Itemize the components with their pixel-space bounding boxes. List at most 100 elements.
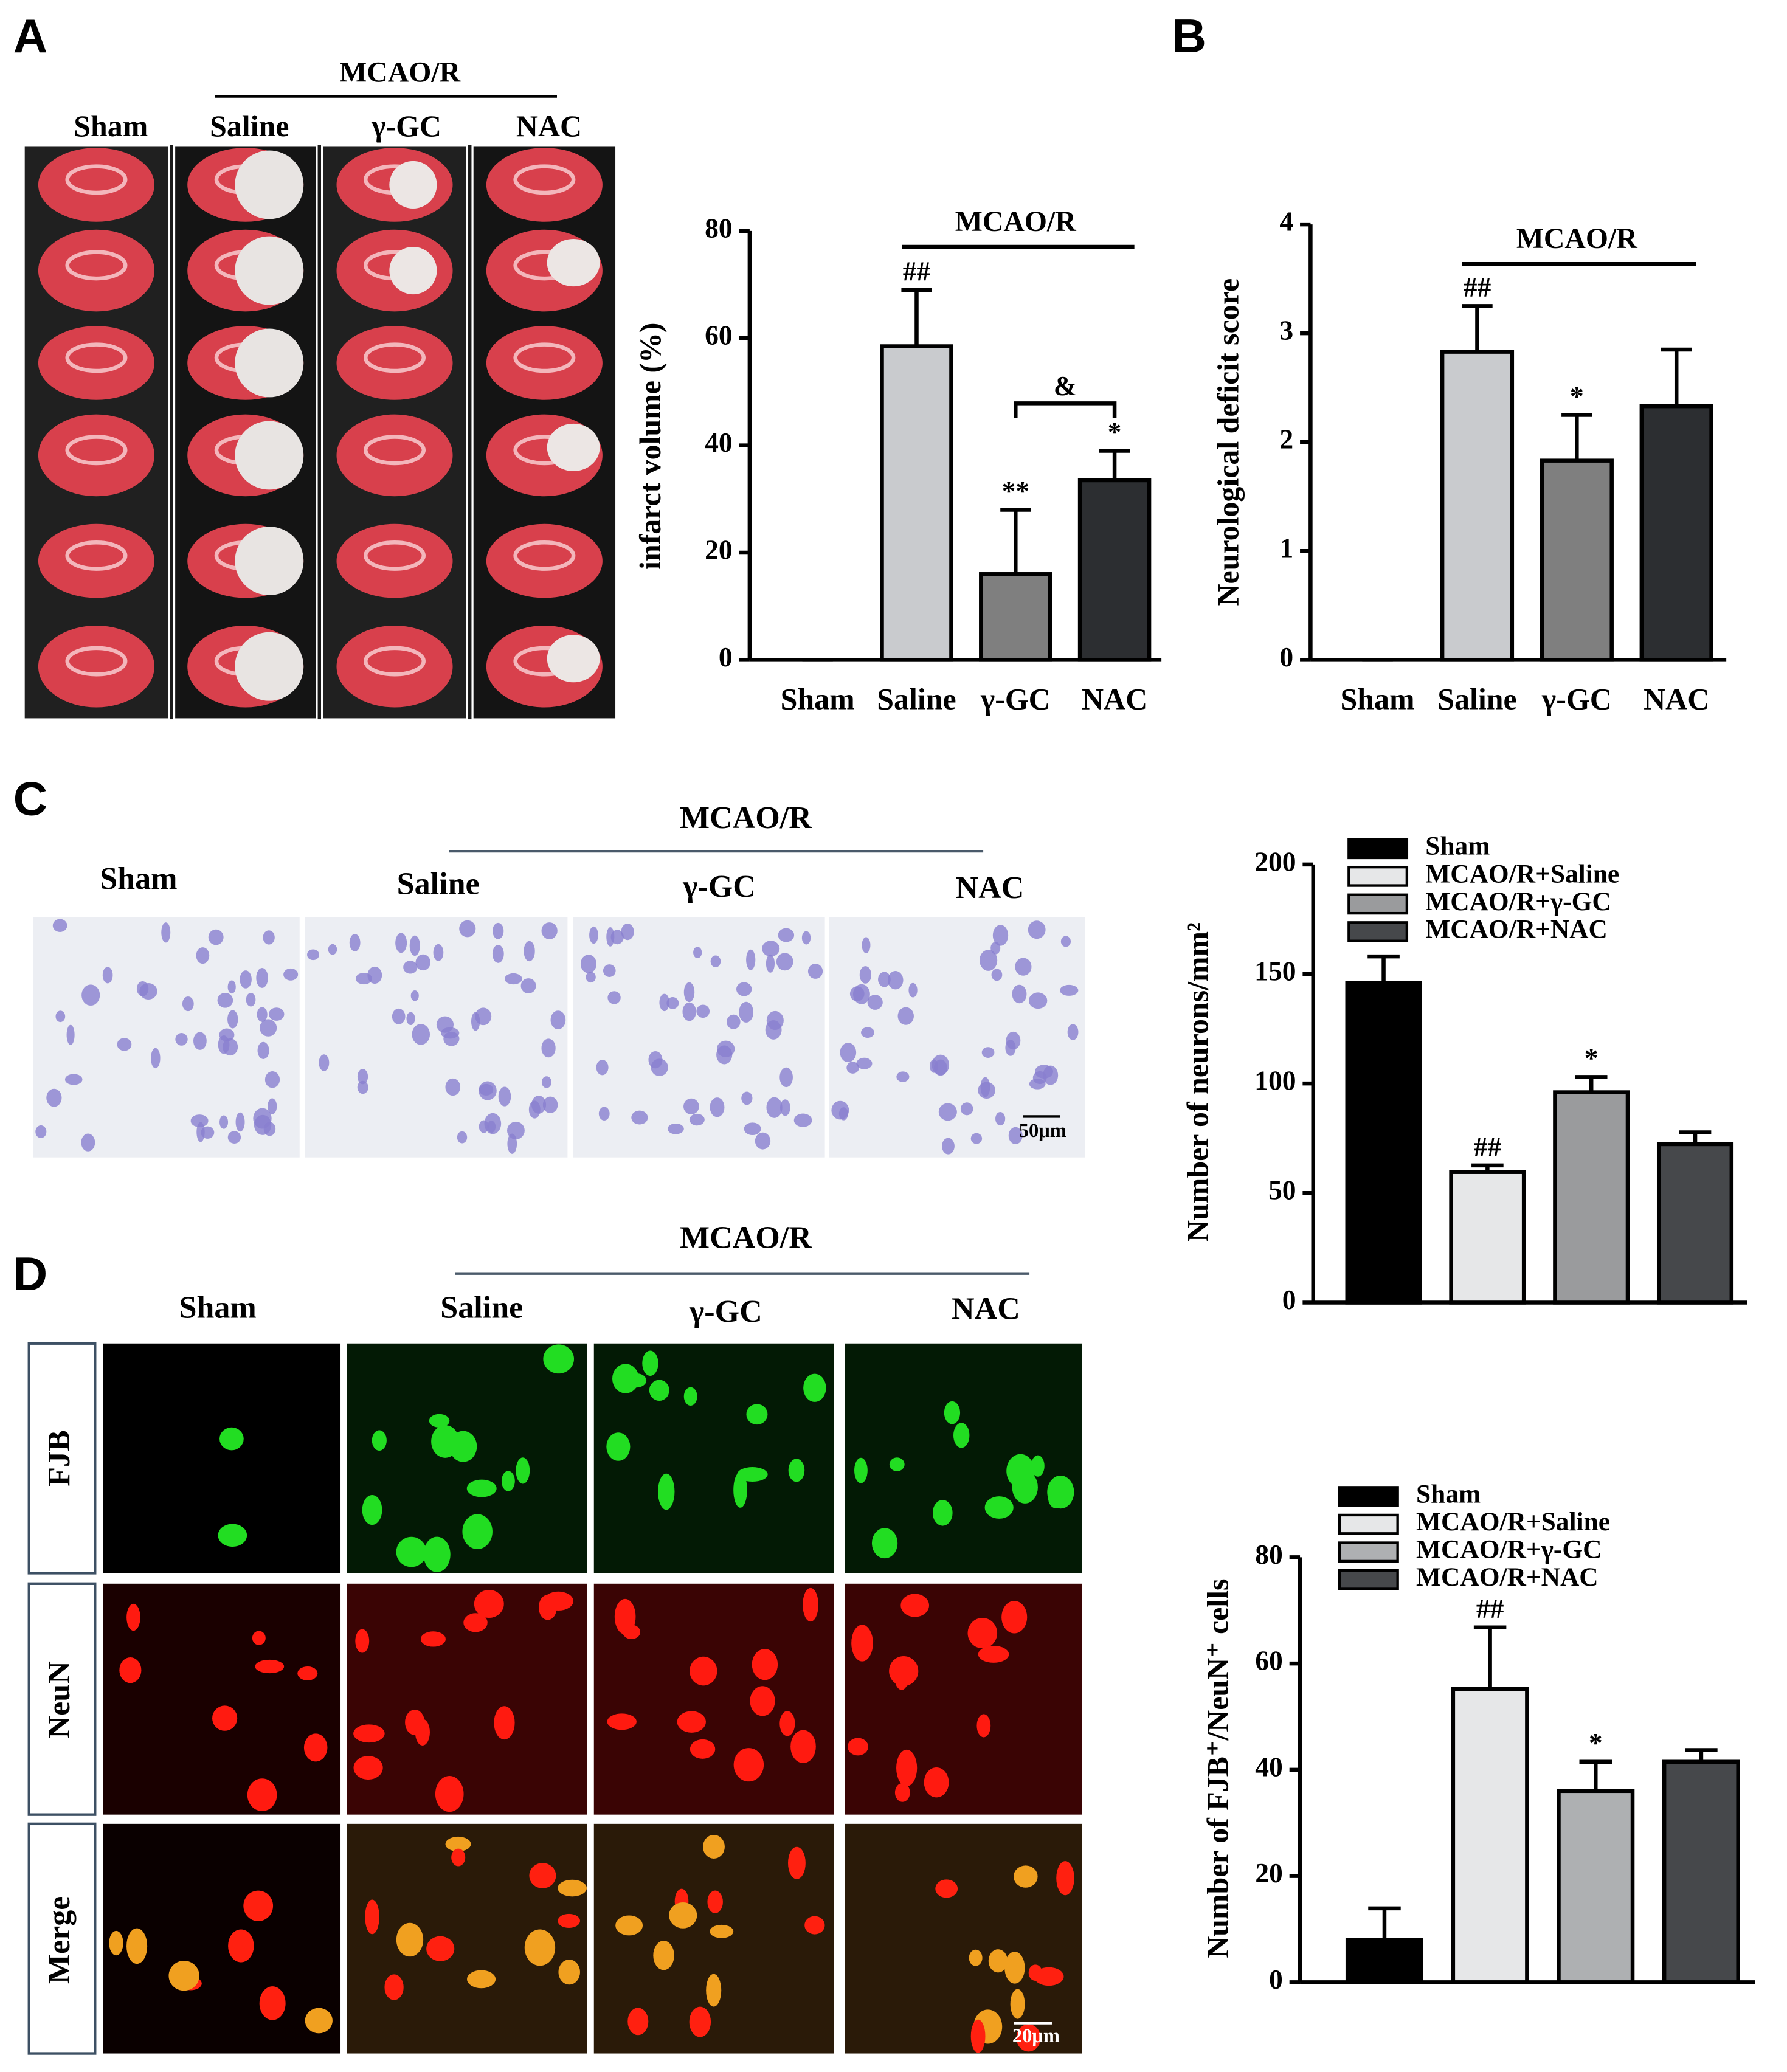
neuron	[970, 1133, 983, 1144]
neuron	[223, 1038, 238, 1056]
x-tick-label: Sham	[1341, 682, 1415, 716]
neuron	[586, 972, 596, 983]
brain-slice	[336, 625, 453, 708]
y-axis-label: infarct volume (%)	[634, 322, 667, 570]
y-tick-label: 100	[1254, 1065, 1296, 1096]
neuron	[253, 1108, 272, 1129]
neuron	[683, 982, 695, 1003]
neuron	[263, 930, 275, 945]
significance-label: ##	[1476, 1593, 1504, 1624]
neuron	[778, 928, 795, 942]
cell	[788, 1459, 805, 1482]
neuron	[856, 1057, 873, 1069]
cell	[615, 1915, 643, 1936]
legend-label: MCAO/R+γ-GC	[1416, 1535, 1602, 1564]
neuron	[727, 1014, 741, 1029]
neuron	[357, 1080, 368, 1094]
neuron	[1029, 992, 1048, 1009]
y-tick-label: 40	[1255, 1751, 1283, 1782]
neuron	[765, 1020, 782, 1040]
neuron	[542, 1096, 558, 1113]
cell	[848, 1738, 868, 1756]
brain-slice	[336, 326, 453, 400]
neuron	[507, 1133, 517, 1154]
cell	[803, 1373, 826, 1402]
infarct	[235, 236, 304, 305]
neuron	[161, 922, 171, 943]
cell	[109, 1930, 123, 1956]
y-tick-label: 40	[705, 427, 733, 458]
neuron	[861, 1027, 874, 1038]
bar	[1540, 458, 1614, 662]
neuron	[406, 1012, 415, 1026]
infarct	[389, 161, 437, 209]
significance-label: *	[1585, 1043, 1599, 1074]
neuron	[779, 1067, 793, 1088]
cell	[851, 1625, 873, 1662]
bar	[880, 344, 953, 662]
neuron	[410, 990, 419, 1001]
neuron	[102, 967, 113, 984]
neuron	[980, 950, 998, 971]
neuron	[659, 993, 669, 1012]
y-tick-label: 60	[1255, 1645, 1283, 1676]
neuron	[227, 1010, 238, 1029]
neuron	[1008, 1127, 1023, 1144]
neuron	[307, 949, 319, 961]
brain-detail	[364, 540, 426, 571]
neuron	[580, 955, 597, 973]
neuron	[392, 1008, 406, 1024]
y-axis-label: Neurological deficit score	[1212, 278, 1245, 606]
cell	[259, 1986, 286, 2020]
neuron	[908, 982, 918, 998]
cell	[969, 1949, 983, 1966]
neuron	[859, 966, 872, 984]
neuron	[66, 1024, 75, 1045]
significance-label: ##	[1474, 1131, 1502, 1162]
x-tick-label: Sham	[781, 682, 855, 716]
bar	[1440, 350, 1515, 662]
neuron	[801, 931, 811, 945]
neuron	[766, 1097, 783, 1118]
comparison-label: &	[1054, 370, 1077, 401]
brain-slice	[336, 414, 453, 497]
neuron	[459, 920, 476, 938]
legend-swatch	[1347, 865, 1409, 887]
significance-label: ##	[903, 255, 931, 286]
fluorescence-image	[103, 1583, 341, 1815]
column-label: Saline	[397, 867, 480, 902]
neuron	[457, 1131, 468, 1144]
neuron	[227, 980, 236, 994]
brain-slice	[38, 625, 154, 708]
panel-label: D	[13, 1247, 47, 1300]
cell	[683, 1387, 697, 1406]
neuron	[1012, 984, 1027, 1004]
brain-detail	[513, 342, 576, 373]
neuron	[260, 1019, 277, 1037]
neuron	[603, 964, 616, 977]
cell	[978, 1645, 1009, 1663]
neuron	[190, 1114, 209, 1127]
y-tick-label: 0	[1279, 641, 1293, 672]
neuron	[596, 1060, 609, 1076]
neuron	[1015, 958, 1032, 976]
x-tick-label: γ-GC	[980, 682, 1051, 716]
neuron	[651, 1058, 668, 1076]
neuron	[607, 991, 621, 1004]
brain-detail	[513, 540, 576, 571]
cell	[924, 1767, 949, 1798]
neuron	[445, 1078, 461, 1096]
brain-detail	[65, 250, 128, 281]
significance-label: *	[1570, 381, 1584, 412]
cell	[543, 1344, 575, 1374]
cell	[703, 1834, 725, 1859]
bar	[979, 572, 1052, 662]
legend-label: Sham	[1416, 1480, 1481, 1509]
legend-label: MCAO/R+Saline	[1416, 1507, 1610, 1536]
neuron	[479, 1120, 489, 1133]
cell	[247, 1778, 277, 1811]
neuron	[696, 1004, 710, 1018]
neuron	[493, 922, 504, 939]
brain-slice	[486, 326, 603, 400]
